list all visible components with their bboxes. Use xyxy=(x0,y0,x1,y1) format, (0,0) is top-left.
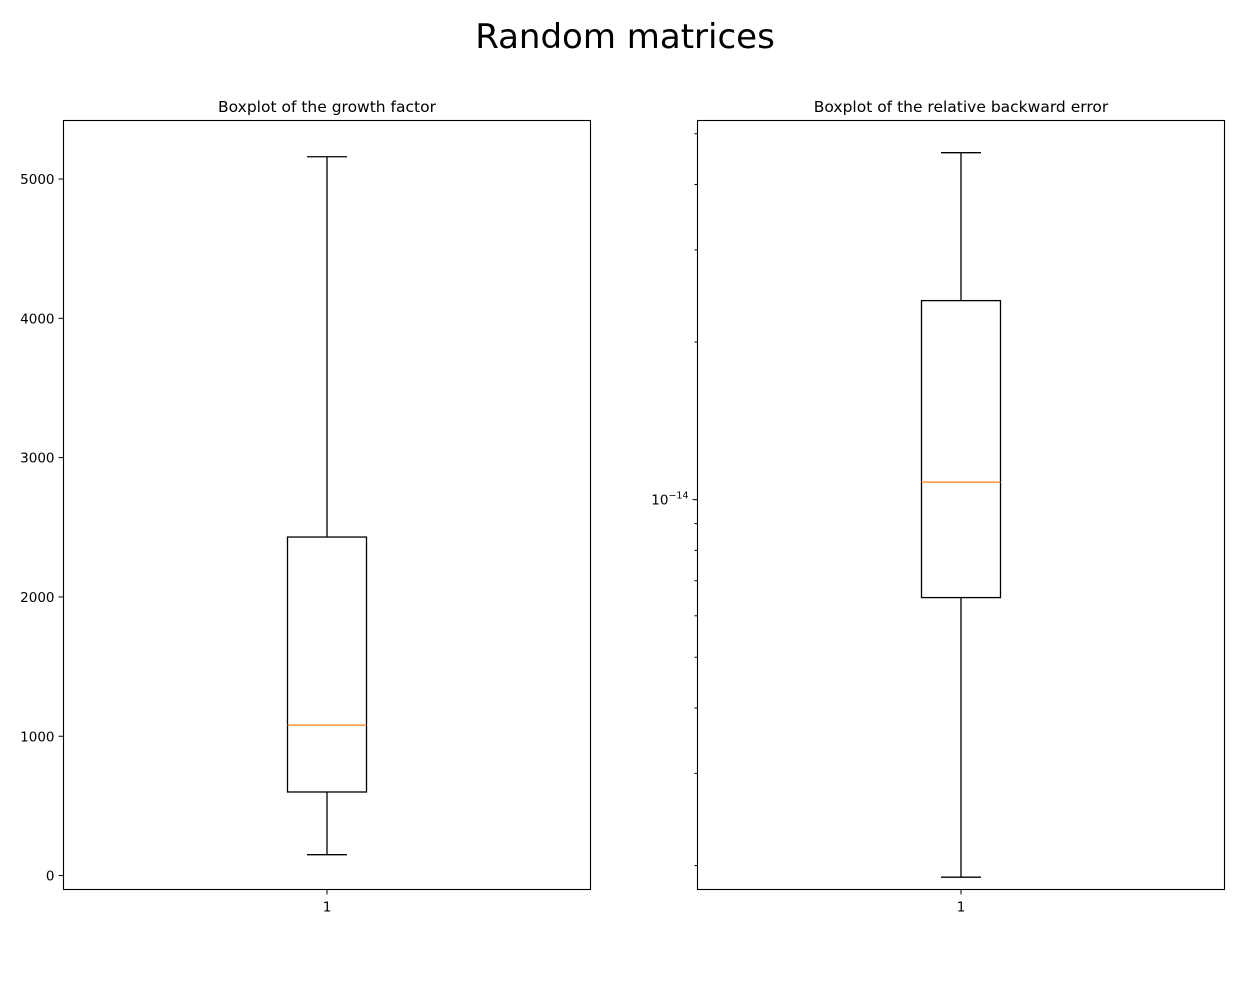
backward-error-axes-title: Boxplot of the relative backward error xyxy=(814,98,1109,116)
growth-factor-axes: Boxplot of the growth factor 0 1000 2000 30… xyxy=(20,98,592,916)
interquartile-box xyxy=(286,536,368,793)
y-tick-label: 3000 xyxy=(20,451,54,467)
x-tick-label: 1 xyxy=(323,900,332,916)
growth-factor-axes-title: Boxplot of the growth factor xyxy=(218,98,437,116)
x-tick-label: 1 xyxy=(957,900,966,916)
interquartile-box xyxy=(920,299,1002,599)
backward-error-axes: Boxplot of the relative backward error 1… xyxy=(651,98,1226,916)
figure-suptitle: Random matrices xyxy=(475,17,775,57)
y-tick-label: 2000 xyxy=(20,590,54,606)
growth-factor-x-ticks: 1 xyxy=(323,889,332,916)
backward-error-axes-frame xyxy=(696,119,1226,891)
y-tick-label: 5000 xyxy=(20,172,54,188)
growth-factor-boxplot xyxy=(286,156,368,856)
backward-error-boxplot xyxy=(920,152,1002,878)
growth-factor-y-ticks: 0 1000 2000 3000 4000 5000 xyxy=(20,172,64,885)
y-tick-label: 1000 xyxy=(20,729,54,745)
growth-factor-axes-frame xyxy=(62,119,592,891)
y-tick-label: 0 xyxy=(46,869,55,885)
backward-error-x-ticks: 1 xyxy=(957,889,966,916)
y-tick-label: 10−14 xyxy=(651,491,688,509)
y-tick-label: 4000 xyxy=(20,311,54,327)
